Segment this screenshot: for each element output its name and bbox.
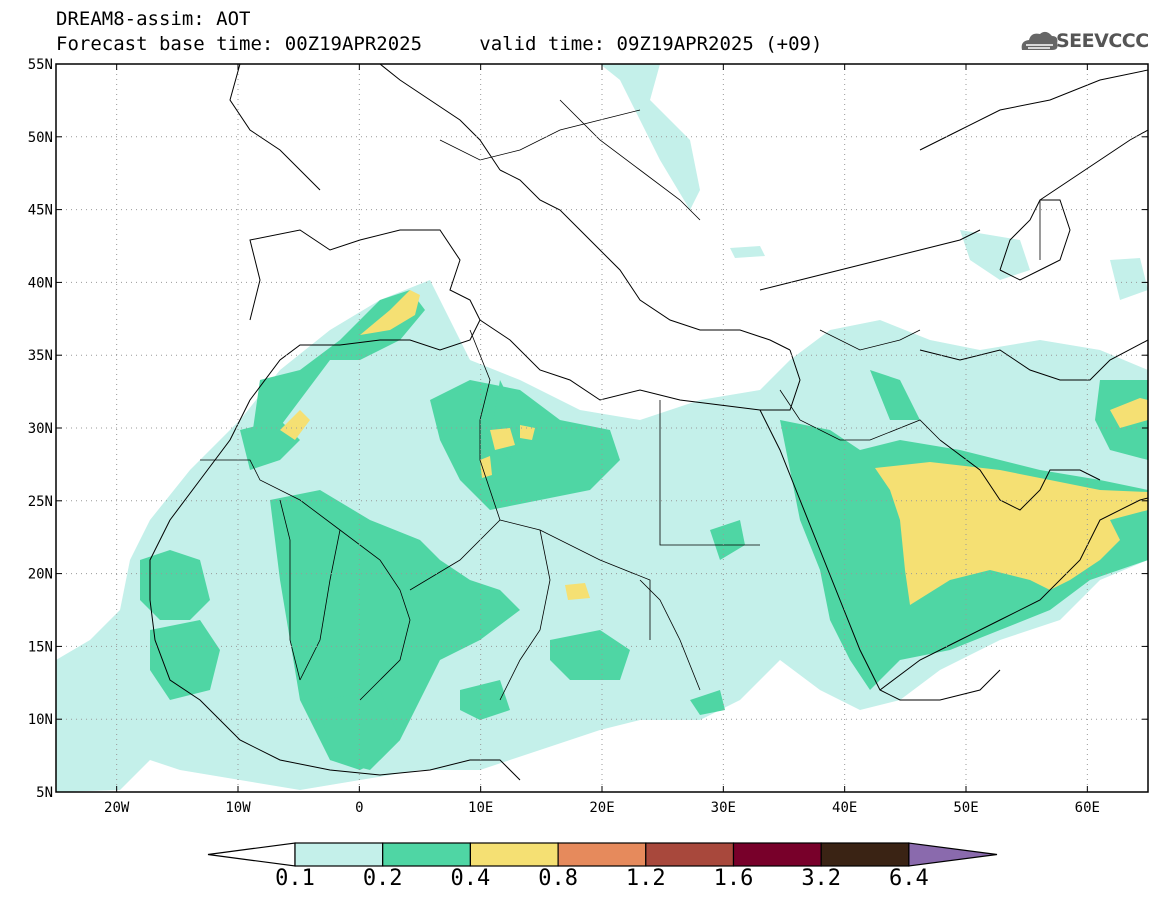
colorbar-label: 1.2 (625, 866, 666, 891)
lon-label: 30E (711, 800, 736, 816)
longitude-labels: 20W 10W 0 10E 20E 30E 40E 50E 60E (104, 800, 1100, 816)
colorbar-label: 6.4 (889, 866, 929, 891)
colorbar-upper-arrow (908, 842, 998, 867)
colorbar-lower-arrow (207, 842, 296, 867)
lon-label: 20E (589, 800, 614, 816)
colorbar-label: 0.4 (450, 866, 491, 891)
colorbar-bin (645, 842, 735, 867)
map-title: DREAM8-assim: AOT (56, 8, 251, 30)
aot-field (56, 64, 1148, 792)
lon-label: 0 (355, 800, 363, 816)
colorbar-bin (469, 842, 559, 867)
lat-label: 30N (28, 421, 53, 437)
lat-label: 25N (28, 494, 53, 510)
colorbar-label: 1.6 (713, 866, 754, 891)
colorbar-label: 3.2 (801, 866, 842, 891)
valid-time-label: valid time: 09Z19APR2025 (+09) (479, 33, 823, 55)
lat-label: 5N (36, 785, 53, 801)
axis-ticks (56, 63, 1148, 793)
lat-label: 55N (28, 57, 53, 73)
gridlines (56, 64, 1148, 792)
lat-label: 35N (28, 348, 53, 364)
base-time-label: Forecast base time: 00Z19APR2025 (56, 33, 423, 55)
lat-label: 20N (28, 567, 53, 583)
lon-label: 10W (225, 800, 251, 816)
lat-label: 40N (28, 275, 53, 291)
lat-label: 50N (28, 130, 53, 146)
forecast-times: Forecast base time: 00Z19APR2025 valid t… (56, 33, 822, 55)
colorbar-label: 0.2 (362, 866, 403, 891)
borders (200, 99, 1041, 701)
cloud-icon (1021, 31, 1058, 50)
coastlines (149, 64, 1148, 781)
colorbar-bin (557, 842, 647, 867)
colorbar-bin (294, 842, 384, 867)
lon-label: 40E (832, 800, 857, 816)
latitude-labels: 5N 10N 15N 20N 25N 30N 35N 40N 45N 50N 55N (28, 57, 53, 801)
lat-label: 15N (28, 639, 53, 655)
lon-label: 20W (104, 800, 130, 816)
colorbar-label: 0.8 (538, 866, 578, 891)
lat-label: 10N (28, 712, 53, 728)
logo-text: SEEVCCC (1056, 30, 1149, 52)
colorbar-bin (732, 842, 822, 867)
lon-label: 10E (468, 800, 493, 816)
colorbar-bin (820, 842, 910, 867)
colorbar-bin (382, 842, 472, 867)
lon-label: 60E (1075, 800, 1100, 816)
colorbar (207, 842, 998, 867)
colorbar-label: 0.1 (275, 866, 315, 891)
lat-label: 45N (28, 203, 53, 219)
lon-label: 50E (953, 800, 978, 816)
